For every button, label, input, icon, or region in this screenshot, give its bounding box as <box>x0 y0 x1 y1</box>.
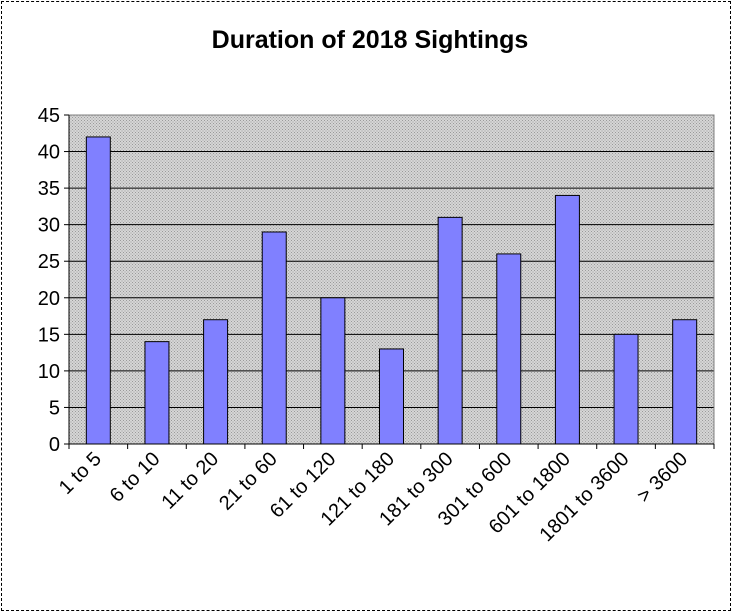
gridlines <box>69 114 714 408</box>
bar <box>496 253 522 445</box>
bar <box>85 136 111 445</box>
bar <box>144 341 170 445</box>
bar <box>261 231 287 445</box>
axes <box>68 114 715 445</box>
x-tick-label: 11 to 20 <box>157 448 223 514</box>
y-tick-label: 0 <box>49 434 60 456</box>
y-tick-label: 40 <box>38 142 60 164</box>
y-tick-label: 45 <box>38 105 60 127</box>
y-tick-label: 30 <box>38 215 60 237</box>
bar <box>672 319 698 445</box>
bar <box>203 319 229 445</box>
x-tick-label: 6 to 10 <box>106 448 165 507</box>
bar <box>379 348 404 445</box>
y-tick-label: 20 <box>38 288 60 310</box>
y-tick-label: 10 <box>38 361 60 383</box>
bar <box>437 216 463 445</box>
y-axis-ticks: 0 5 10 15 20 25 30 35 40 45 <box>38 105 69 456</box>
x-tick-label: > 3600 <box>633 448 692 507</box>
chart-title: Duration of 2018 Sightings <box>212 26 529 54</box>
x-tick-label: 1 to 5 <box>55 448 106 499</box>
bar <box>320 297 346 445</box>
bar <box>613 333 639 445</box>
y-tick-label: 15 <box>38 324 60 346</box>
y-tick-label: 35 <box>38 178 60 200</box>
y-tick-label: 25 <box>38 251 60 273</box>
bars <box>85 136 698 445</box>
bar <box>554 194 580 445</box>
y-tick-label: 5 <box>49 397 60 419</box>
